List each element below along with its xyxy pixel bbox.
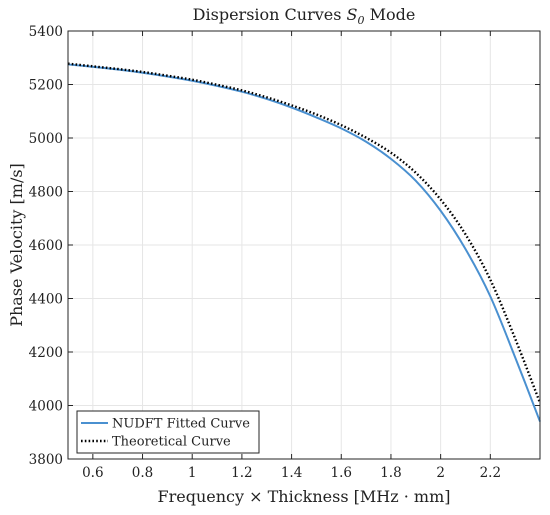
- chart-title: Dispersion Curves S0 Mode: [193, 5, 416, 27]
- legend-label-nudft: NUDFT Fitted Curve: [112, 417, 250, 432]
- series-layer: [67, 62, 542, 422]
- y-tick-label-0: 3800: [29, 452, 63, 468]
- title-prefix: Dispersion Curves: [193, 5, 347, 24]
- x-tick-label-6: 1.8: [380, 465, 401, 481]
- y-tick-label-6: 5000: [29, 131, 63, 147]
- series-line-theoretical: [67, 62, 542, 404]
- x-tick-label-3: 1.2: [231, 465, 252, 481]
- legend: NUDFT Fitted Curve Theoretical Curve: [76, 410, 260, 454]
- x-tick-label-4: 1.4: [281, 465, 302, 481]
- y-axis-label: Phase Velocity [m/s]: [7, 163, 26, 327]
- y-tick-label-4: 4600: [29, 238, 63, 254]
- y-tick-label-1: 4000: [29, 399, 63, 415]
- x-axis-label: Frequency × Thickness [MHz · mm]: [158, 487, 451, 506]
- grid: [68, 30, 540, 460]
- y-tick-label-8: 5400: [29, 24, 63, 40]
- y-tick-label-3: 4400: [29, 292, 63, 308]
- ticks: [68, 30, 540, 460]
- x-tick-label-8: 2.2: [480, 465, 501, 481]
- title-symbol: S: [347, 5, 358, 24]
- title-subscript: 0: [358, 14, 365, 27]
- x-tick-label-1: 0.8: [132, 465, 153, 481]
- legend-label-theoretical: Theoretical Curve: [112, 435, 231, 450]
- title-suffix: Mode: [365, 5, 416, 24]
- y-tick-label-5: 4800: [29, 185, 63, 201]
- series-line-nudft: [67, 63, 541, 422]
- x-tick-label-2: 1: [188, 465, 197, 481]
- tick-labels: 0.6 0.8 1 1.2 1.4 1.6 1.8 2 2.2 3800 4000 4200 4400 4…: [29, 24, 501, 481]
- x-tick-label-0: 0.6: [82, 465, 103, 481]
- y-tick-label-7: 5200: [29, 78, 63, 94]
- legend-box: [76, 410, 260, 454]
- y-tick-label-2: 4200: [29, 345, 63, 361]
- x-tick-label-7: 2: [436, 465, 445, 481]
- x-tick-label-5: 1.6: [331, 465, 352, 481]
